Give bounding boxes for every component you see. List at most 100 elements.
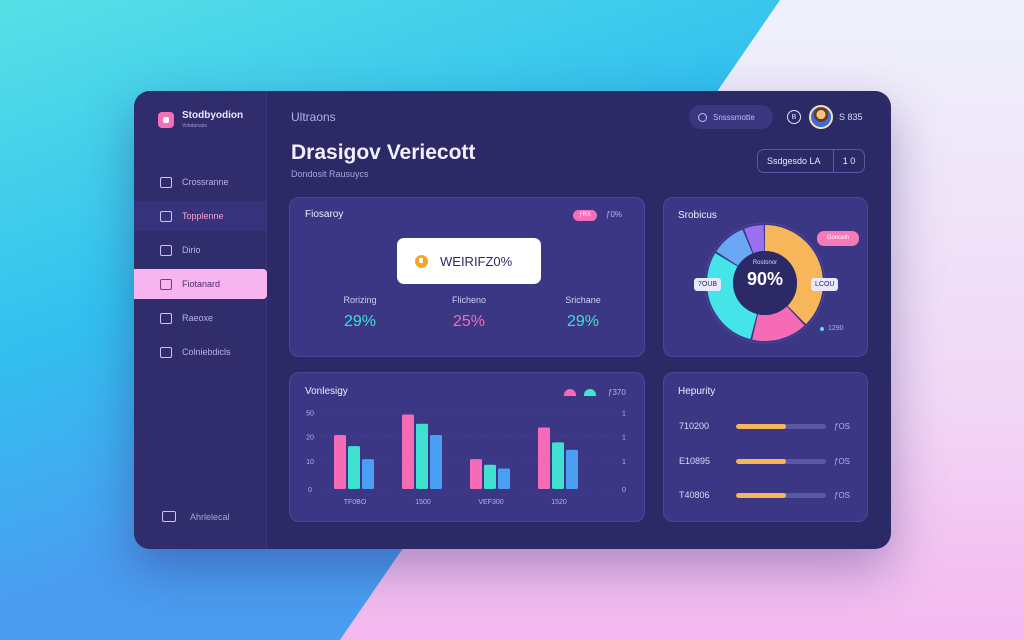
y-axis-right-tick: 1: [622, 459, 626, 466]
bar-2-1[interactable]: [402, 414, 414, 489]
bar-4-1[interactable]: [538, 427, 550, 490]
sidebar: Stodbyodion Vobdanabs Crossranne Topplen…: [134, 91, 267, 549]
legend-dot-icon: [820, 326, 824, 331]
action-button[interactable]: Ssdgesdo LA 1 0: [757, 149, 865, 173]
progress-fill: [736, 458, 786, 464]
overview-badge: ƒRX: [573, 210, 597, 221]
progress-fill: [736, 492, 786, 498]
donut-center-value: 90%: [746, 269, 784, 289]
bar-3-3[interactable]: [498, 468, 510, 490]
sidebar-item-label: Crossranne: [182, 177, 229, 187]
brand-logo-icon: [158, 111, 174, 128]
bar-3-1[interactable]: [470, 459, 482, 489]
donut-legend-label: 1290: [828, 325, 844, 332]
progress-row[interactable]: E10895 ƒOS: [679, 454, 859, 468]
brand[interactable]: Stodbyodion Vobdanabs: [134, 91, 266, 129]
bar-chart-meta: ƒ370: [608, 388, 626, 397]
progress-row[interactable]: T40806 ƒOS: [679, 488, 859, 502]
document-icon: [160, 176, 172, 188]
donut-legend: 1290: [820, 325, 844, 332]
overview-stat-2: Flicheno 25%: [429, 295, 509, 331]
progress-label: 710200: [679, 421, 710, 431]
image-icon: [160, 210, 172, 222]
progress-track: [736, 423, 826, 429]
stat-label: Rorizing: [343, 295, 377, 305]
list-icon: [160, 312, 172, 324]
donut-segment-2[interactable]: [707, 225, 823, 341]
y-axis-right-tick: 0: [622, 487, 626, 494]
x-axis-tick: TF0BO: [344, 499, 367, 506]
x-axis-tick: VEF300: [478, 499, 503, 506]
progress-title: Hepurity: [678, 386, 716, 397]
sidebar-item-4-active[interactable]: Fiotanard: [134, 269, 267, 299]
bar-1-3[interactable]: [362, 459, 374, 489]
sidebar-item-label: Dirio: [182, 245, 201, 255]
bar-1-2[interactable]: [348, 446, 360, 489]
y-axis-right-tick: 1: [622, 435, 626, 442]
monitor-icon: [162, 511, 176, 522]
donut-segment-1[interactable]: [707, 225, 823, 341]
breadcrumb[interactable]: Ultraons: [291, 110, 336, 124]
search-box[interactable]: Snsssmotte: [689, 105, 773, 129]
sidebar-footer-item[interactable]: Ahrlelecal: [162, 511, 230, 522]
stat-value: 29%: [566, 313, 600, 330]
x-axis-tick: 1520: [551, 499, 567, 506]
brand-name: Stodbyodion: [182, 110, 244, 121]
main-content: Ultraons Drasigov Veriecott Dondosit Rau…: [267, 91, 891, 549]
bar-2-3[interactable]: [430, 434, 442, 489]
progress-track: [736, 458, 826, 464]
progress-label: T40806: [679, 490, 710, 500]
progress-fill: [736, 423, 786, 429]
bar-3-2[interactable]: [484, 464, 496, 489]
search-icon: [698, 112, 707, 122]
sidebar-item-label: Fiotanard: [182, 279, 221, 289]
legend-pink-icon: [564, 389, 576, 396]
overview-highlight[interactable]: WEIRIFZ0%: [397, 238, 541, 284]
progress-row[interactable]: 710200 ƒOS: [679, 419, 859, 433]
donut-hole: [733, 251, 797, 315]
sidebar-item-label: Topplenne: [182, 211, 224, 221]
page-subtitle: Dondosit Rausuycs: [291, 169, 369, 179]
notification-icon[interactable]: B: [787, 110, 801, 124]
bar-chart-card: Vonlesigy ƒ370 50 1 20 1 10 1 0 0 TF0BO 1500 VEF30…: [289, 372, 645, 522]
overview-card: Fiosaroy ƒRX ƒ0% WEIRIFZ0% Rorizing 29% …: [289, 197, 645, 357]
bar-1-1[interactable]: [334, 434, 346, 489]
sidebar-item-2[interactable]: Topplenne: [134, 201, 266, 231]
sidebar-item-label: Raeoxe: [182, 313, 214, 323]
donut-right-tag: LCOU: [811, 278, 839, 291]
donut-left-tag: 7OUB: [694, 278, 722, 291]
donut-title: Srobicus: [678, 210, 717, 221]
overview-meta: ƒ0%: [606, 210, 623, 219]
grid-icon: [160, 244, 172, 256]
brand-subtitle: Vobdanabs: [182, 123, 208, 129]
user-name[interactable]: S 835: [839, 112, 863, 122]
sidebar-nav: Crossranne Topplenne Dirio Fiotanard Rae…: [134, 167, 267, 367]
folder-icon: [160, 278, 172, 290]
progress-track: [736, 492, 826, 498]
sidebar-item-6[interactable]: Colniebdicls: [134, 337, 266, 367]
progress-value: ƒOS: [834, 456, 851, 466]
donut-badge: Goncelh: [817, 231, 859, 246]
stat-label: Srichane: [565, 295, 601, 305]
search-placeholder: Snsssmotte: [713, 112, 755, 122]
sidebar-item-5[interactable]: Raeoxe: [134, 303, 266, 333]
stat-value: 25%: [452, 313, 486, 330]
dashboard-window: Stodbyodion Vobdanabs Crossranne Topplen…: [134, 91, 891, 549]
donut-center: Rostonor 90%: [731, 260, 799, 290]
bar-4-3[interactable]: [566, 449, 578, 489]
sidebar-item-label: Colniebdicls: [182, 347, 231, 357]
progress-label: E10895: [679, 456, 711, 466]
avatar[interactable]: [809, 105, 833, 129]
sidebar-item-3[interactable]: Dirio: [134, 235, 266, 265]
y-axis-left-tick: 20: [306, 435, 314, 442]
progress-value: ƒOS: [834, 421, 851, 431]
overview-stat-3: Srichane 29%: [543, 295, 623, 331]
inbox-icon: [160, 346, 172, 358]
sidebar-item-1[interactable]: Crossranne: [134, 167, 266, 197]
overview-title: Fiosaroy: [305, 209, 344, 220]
y-axis-left-tick: 0: [308, 487, 312, 494]
sidebar-footer-label: Ahrlelecal: [190, 511, 230, 522]
stat-label: Flicheno: [451, 295, 487, 305]
bar-2-2[interactable]: [416, 423, 428, 489]
bar-4-2[interactable]: [552, 442, 564, 489]
